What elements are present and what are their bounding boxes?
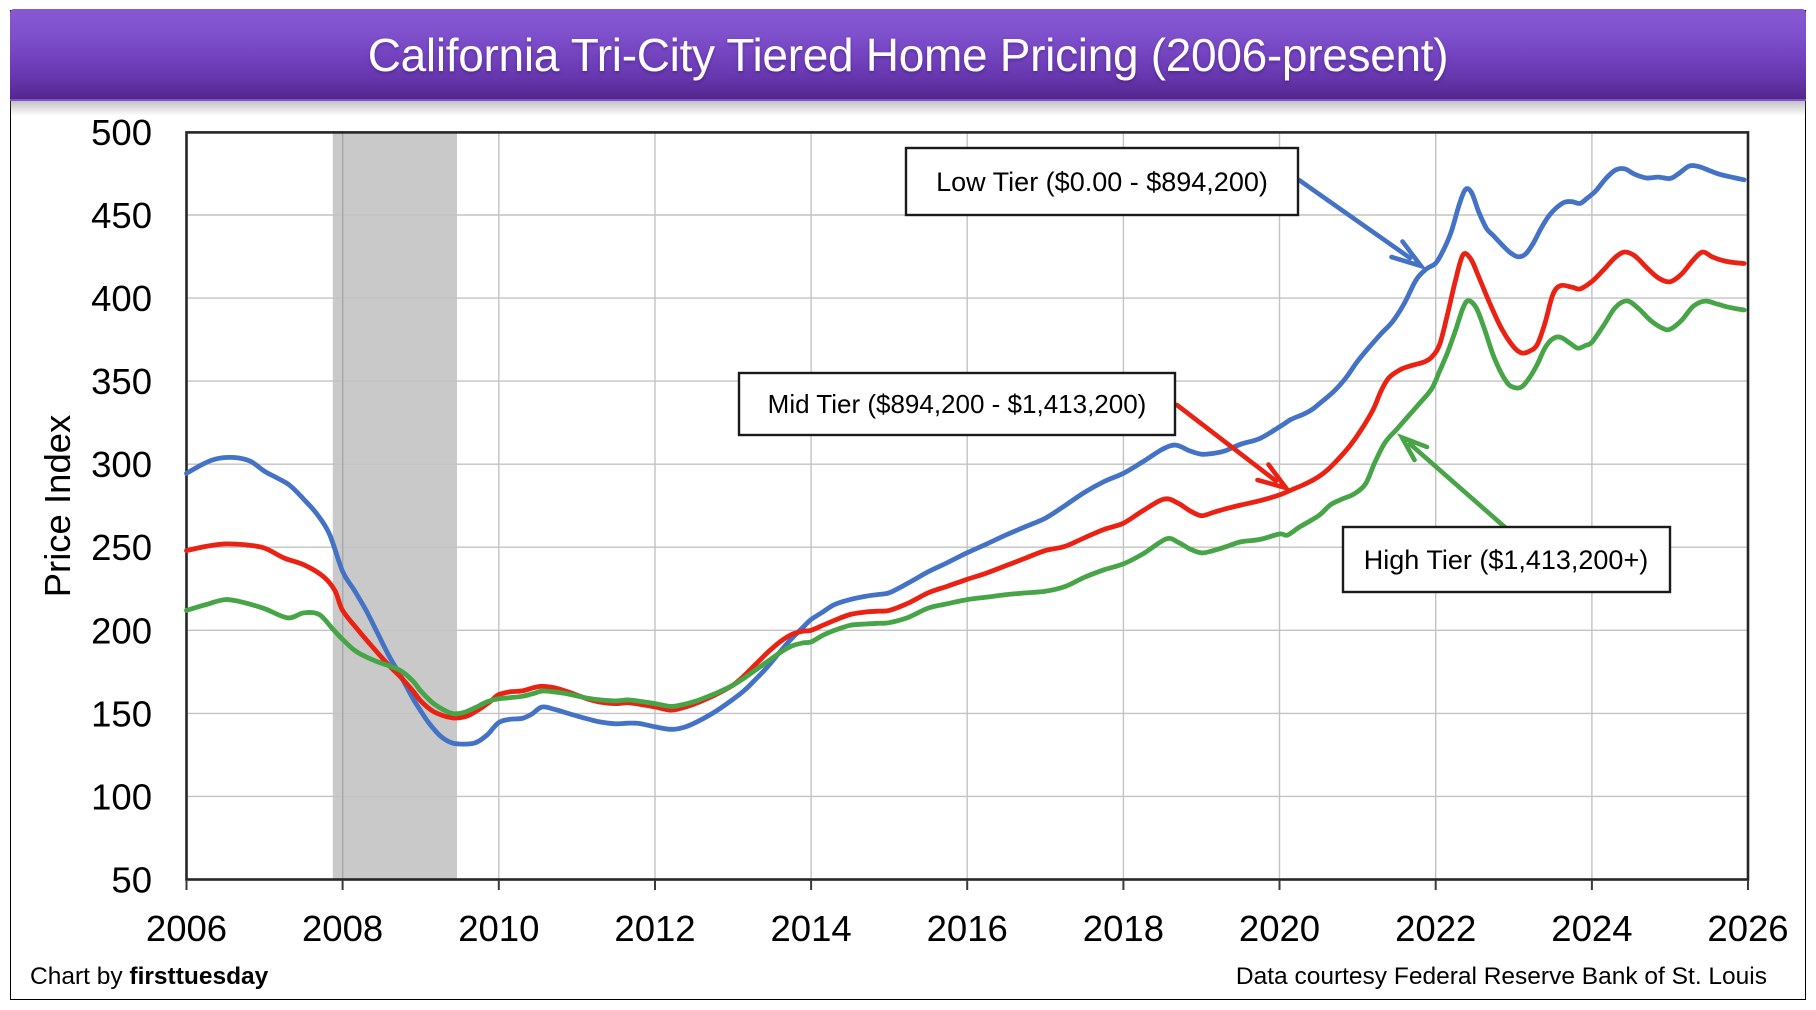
svg-text:Low Tier ($0.00 - $894,200): Low Tier ($0.00 - $894,200)	[936, 167, 1268, 197]
svg-text:2022: 2022	[1395, 908, 1476, 949]
svg-text:150: 150	[91, 693, 152, 734]
svg-text:350: 350	[91, 361, 152, 402]
svg-text:2016: 2016	[927, 908, 1008, 949]
svg-text:100: 100	[91, 776, 152, 817]
svg-text:250: 250	[91, 527, 152, 568]
svg-text:Data courtesy Federal Reserve: Data courtesy Federal Reserve Bank of St…	[1236, 963, 1767, 990]
svg-text:300: 300	[91, 444, 152, 485]
svg-text:2024: 2024	[1551, 908, 1632, 949]
svg-text:Chart by firsttuesday: Chart by firsttuesday	[30, 963, 269, 990]
svg-text:50: 50	[111, 860, 152, 901]
svg-text:2010: 2010	[458, 908, 539, 949]
svg-text:2020: 2020	[1239, 908, 1320, 949]
svg-text:2012: 2012	[614, 908, 695, 949]
svg-text:Price Index: Price Index	[37, 415, 78, 598]
svg-text:200: 200	[91, 610, 152, 651]
svg-text:2006: 2006	[146, 908, 227, 949]
svg-text:400: 400	[91, 278, 152, 319]
svg-text:500: 500	[91, 112, 152, 153]
svg-text:2008: 2008	[302, 908, 383, 949]
svg-text:2014: 2014	[770, 908, 851, 949]
svg-text:2026: 2026	[1707, 908, 1788, 949]
svg-text:Mid Tier ($894,200 - $1,413,20: Mid Tier ($894,200 - $1,413,200)	[768, 389, 1147, 419]
svg-text:450: 450	[91, 195, 152, 236]
svg-text:2018: 2018	[1083, 908, 1164, 949]
svg-text:High Tier ($1,413,200+): High Tier ($1,413,200+)	[1364, 545, 1648, 575]
